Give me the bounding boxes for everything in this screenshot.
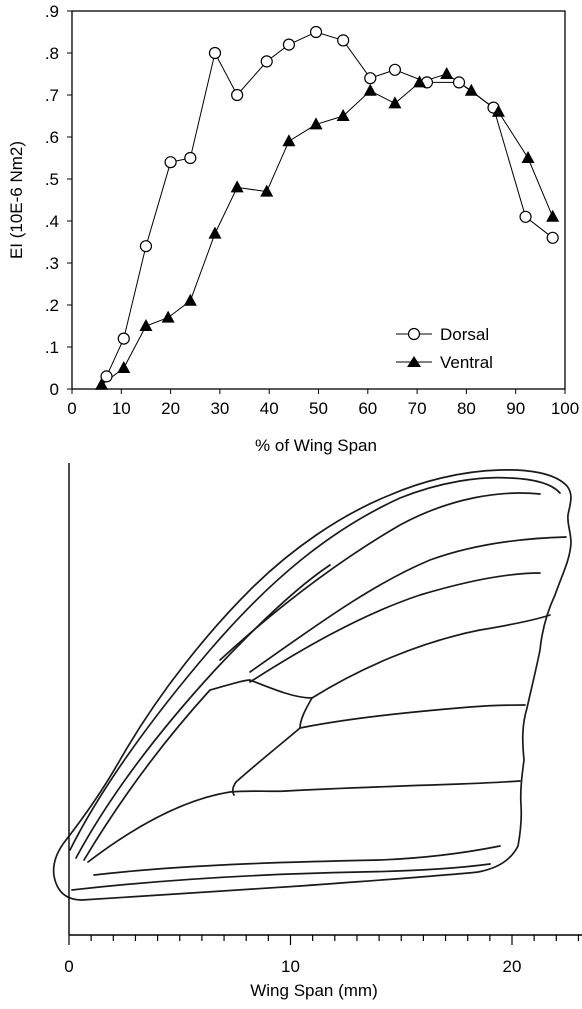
vein-m1 xyxy=(249,572,541,683)
x-tick-label: 90 xyxy=(506,399,525,418)
dorsal-point xyxy=(388,63,402,76)
wing-outline xyxy=(52,469,572,901)
x-tick-label: 10 xyxy=(112,399,131,418)
dorsal-point xyxy=(519,210,532,223)
x-axis-label: % of Wing Span xyxy=(255,436,377,455)
discal-cell-closing xyxy=(231,697,313,796)
dorsal-point xyxy=(282,38,296,51)
x-tick-label: 70 xyxy=(408,399,427,418)
dorsal-point xyxy=(309,25,323,39)
ventral-point xyxy=(309,117,323,130)
ventral-point xyxy=(440,67,454,79)
y-axis-label: EI (10E-6 Nm2) xyxy=(7,141,26,259)
ventral-point xyxy=(282,134,296,147)
x-tick-label: 40 xyxy=(260,399,279,418)
vein-m2 xyxy=(249,536,567,673)
ventral-point xyxy=(95,377,109,390)
plot-frame xyxy=(71,10,566,390)
dorsal-point xyxy=(452,76,466,89)
dorsal-point xyxy=(184,151,197,165)
vein-m3 xyxy=(311,614,551,699)
ventral-point xyxy=(363,83,377,96)
y-tick-label: .1 xyxy=(45,338,59,357)
y-tick-label: .2 xyxy=(45,296,59,315)
ventral-point xyxy=(388,96,402,109)
y-tick-label: .7 xyxy=(45,86,59,105)
x-tick-label: 100 xyxy=(551,399,579,418)
ventral-point xyxy=(139,319,153,331)
y-tick-label: .8 xyxy=(45,44,59,63)
ventral-point xyxy=(413,75,427,88)
x-tick-label: 0 xyxy=(67,399,76,418)
dorsal-point xyxy=(117,332,130,345)
costal-vein-2 xyxy=(75,564,331,859)
costal-vein-1 xyxy=(69,476,561,851)
dorsal-point xyxy=(208,46,222,60)
x-tick-label: 60 xyxy=(358,399,377,418)
wing-span-tick-label: 0 xyxy=(64,957,73,976)
vein-cu2 xyxy=(285,780,521,792)
dorsal-point xyxy=(337,34,350,47)
vein-anal-2 xyxy=(71,863,491,891)
dorsal-point xyxy=(546,231,559,244)
dorsal-point xyxy=(231,88,244,102)
wing-span-tick-label: 10 xyxy=(281,957,300,976)
y-tick-label: .3 xyxy=(45,254,59,273)
dorsal-point xyxy=(139,240,153,253)
ventral-point xyxy=(230,180,244,193)
wing-outer-edge xyxy=(52,469,572,901)
dorsal-point xyxy=(260,55,273,68)
discal-cell-upper xyxy=(83,679,313,861)
ventral-point xyxy=(117,361,131,373)
x-tick-label: 20 xyxy=(161,399,180,418)
y-tick-label: 0 xyxy=(50,380,59,399)
ventral-point xyxy=(546,209,560,222)
y-tick-label: .5 xyxy=(45,170,59,189)
dorsal-point xyxy=(100,370,113,383)
discal-cell-lower xyxy=(87,790,287,863)
ventral-point xyxy=(260,184,274,197)
vein-cu1 xyxy=(299,704,526,729)
legend-ventral-marker xyxy=(407,356,421,367)
wing-span-tick-label: 20 xyxy=(503,957,522,976)
ventral-point xyxy=(161,310,175,323)
ventral-point xyxy=(336,109,350,121)
ventral-point xyxy=(208,226,222,239)
dorsal-point xyxy=(164,156,177,169)
y-tick-label: .6 xyxy=(45,128,59,147)
x-tick-label: 50 xyxy=(309,399,328,418)
ventral-point xyxy=(521,151,535,163)
ei-line-chart: EI (10E-6 Nm2) % of Wing Span 0 10 20 30 40 5… xyxy=(7,2,579,455)
y-tick-label: .4 xyxy=(45,212,59,231)
vein-anal-1 xyxy=(93,845,501,876)
y-tick-label: .9 xyxy=(45,2,59,21)
wing-span-axis-label: Wing Span (mm) xyxy=(250,981,378,1000)
radial-vein-top xyxy=(219,492,541,661)
legend: Dorsal Ventral xyxy=(396,325,493,372)
dorsal-point xyxy=(364,72,377,85)
legend-dorsal-label: Dorsal xyxy=(440,325,489,344)
x-tick-label: 80 xyxy=(457,399,476,418)
ventral-point xyxy=(491,104,505,117)
y-axis-label-group: EI (10E-6 Nm2) xyxy=(7,141,26,259)
legend-ventral-label: Ventral xyxy=(440,353,493,372)
legend-dorsal-marker xyxy=(407,327,421,341)
x-tick-label: 30 xyxy=(210,399,229,418)
ventral-point xyxy=(464,83,478,96)
ventral-point xyxy=(183,293,197,306)
